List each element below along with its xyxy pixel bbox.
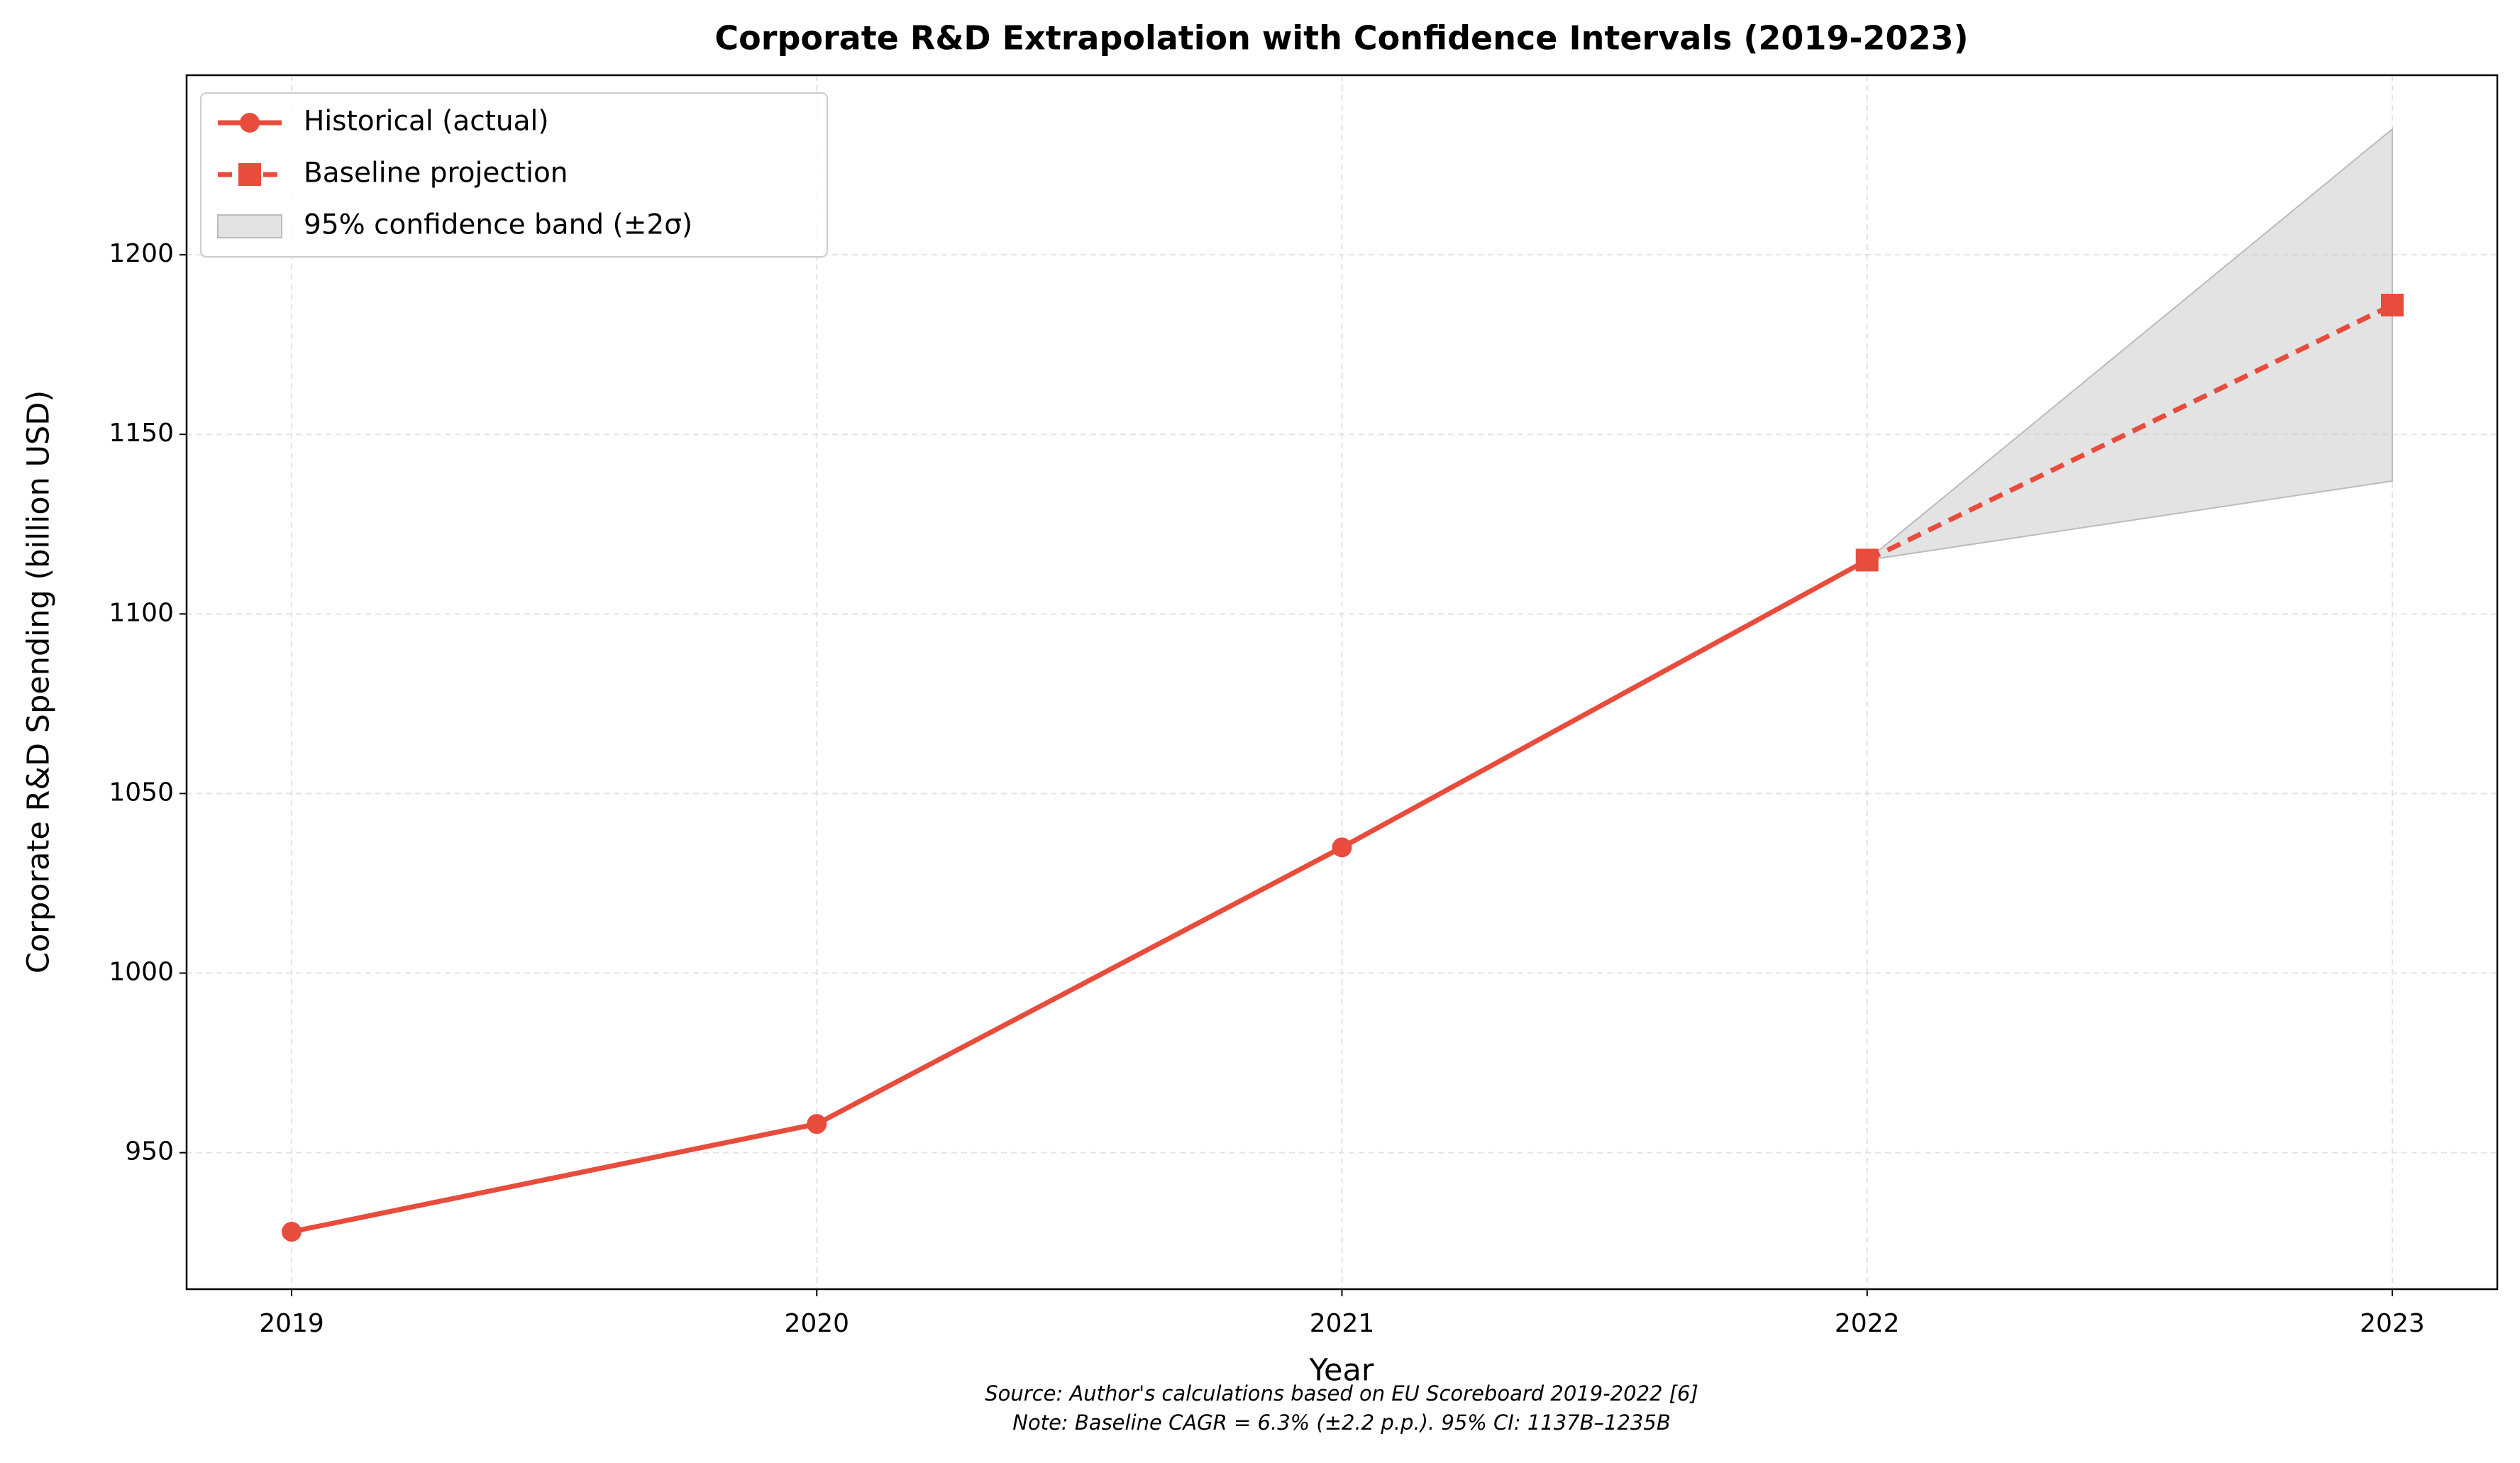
square-marker (2380, 293, 2404, 316)
chart-title: Corporate R&D Extrapolation with Confide… (714, 19, 1968, 57)
y-tick-label: 1100 (109, 598, 174, 627)
x-tick-label: 2023 (2360, 1309, 2425, 1338)
x-axis-label: Year (1308, 1353, 1374, 1389)
source-note: Source: Author's calculations based on E… (985, 1381, 1698, 1406)
legend-label: Baseline projection (304, 158, 568, 189)
y-tick-label: 950 (125, 1137, 174, 1166)
x-tick-label: 2020 (784, 1309, 849, 1338)
circle-marker (807, 1114, 827, 1134)
circle-marker (1332, 837, 1352, 858)
legend-label: 95% confidence band (±2σ) (304, 209, 692, 241)
y-axis-label: Corporate R&D Spending (billion USD) (21, 390, 57, 973)
legend-box (200, 92, 828, 258)
y-tick-label: 1200 (109, 239, 174, 268)
confidence-band (1864, 127, 2393, 561)
legend-label: Historical (actual) (304, 106, 549, 138)
x-tick-label: 2019 (259, 1309, 324, 1338)
y-tick-label: 1000 (109, 958, 174, 987)
cagr-note: Note: Baseline CAGR = 6.3% (±2.2 p.p.). … (1012, 1410, 1670, 1435)
legend-swatch (217, 214, 282, 238)
circle-marker (282, 1222, 302, 1242)
y-tick-label: 1050 (109, 778, 174, 807)
series-line (1866, 302, 2394, 563)
x-tick-label: 2021 (1310, 1309, 1375, 1338)
x-tick-label: 2022 (1835, 1309, 1900, 1338)
legend-marker (240, 113, 260, 133)
plot-frame (185, 74, 2499, 1291)
square-marker (1855, 548, 1879, 572)
y-tick-label: 1150 (109, 419, 174, 448)
legend-marker (238, 163, 261, 186)
series-line (291, 558, 1869, 1235)
